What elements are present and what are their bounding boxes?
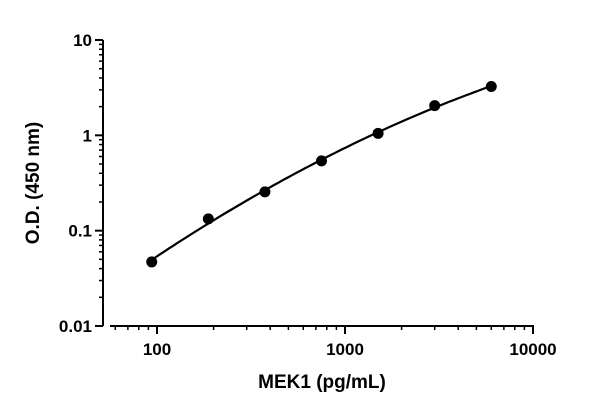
data-points [146,81,497,268]
y-tick-label: 0.1 [68,222,92,241]
y-tick-label: 10 [73,31,92,50]
x-axis-title: MEK1 (pg/mL) [258,372,386,393]
data-point [202,213,214,225]
y-tick-label: 0.01 [59,317,92,336]
axes [102,40,534,327]
data-point [372,127,384,139]
y-axis-title: O.D. (450 nm) [23,122,44,244]
data-point [316,155,328,167]
x-tick-label: 1000 [326,340,364,359]
ticks: 0.01 0.1 1 10 100 1000 10000 [59,31,557,359]
data-point [146,256,158,268]
data-point [429,100,441,112]
y-tick-label: 1 [83,126,92,145]
fit-curve [151,84,492,261]
data-point [485,81,497,93]
x-tick-label: 100 [143,340,171,359]
x-tick-label: 10000 [509,340,556,359]
data-point [259,186,271,198]
